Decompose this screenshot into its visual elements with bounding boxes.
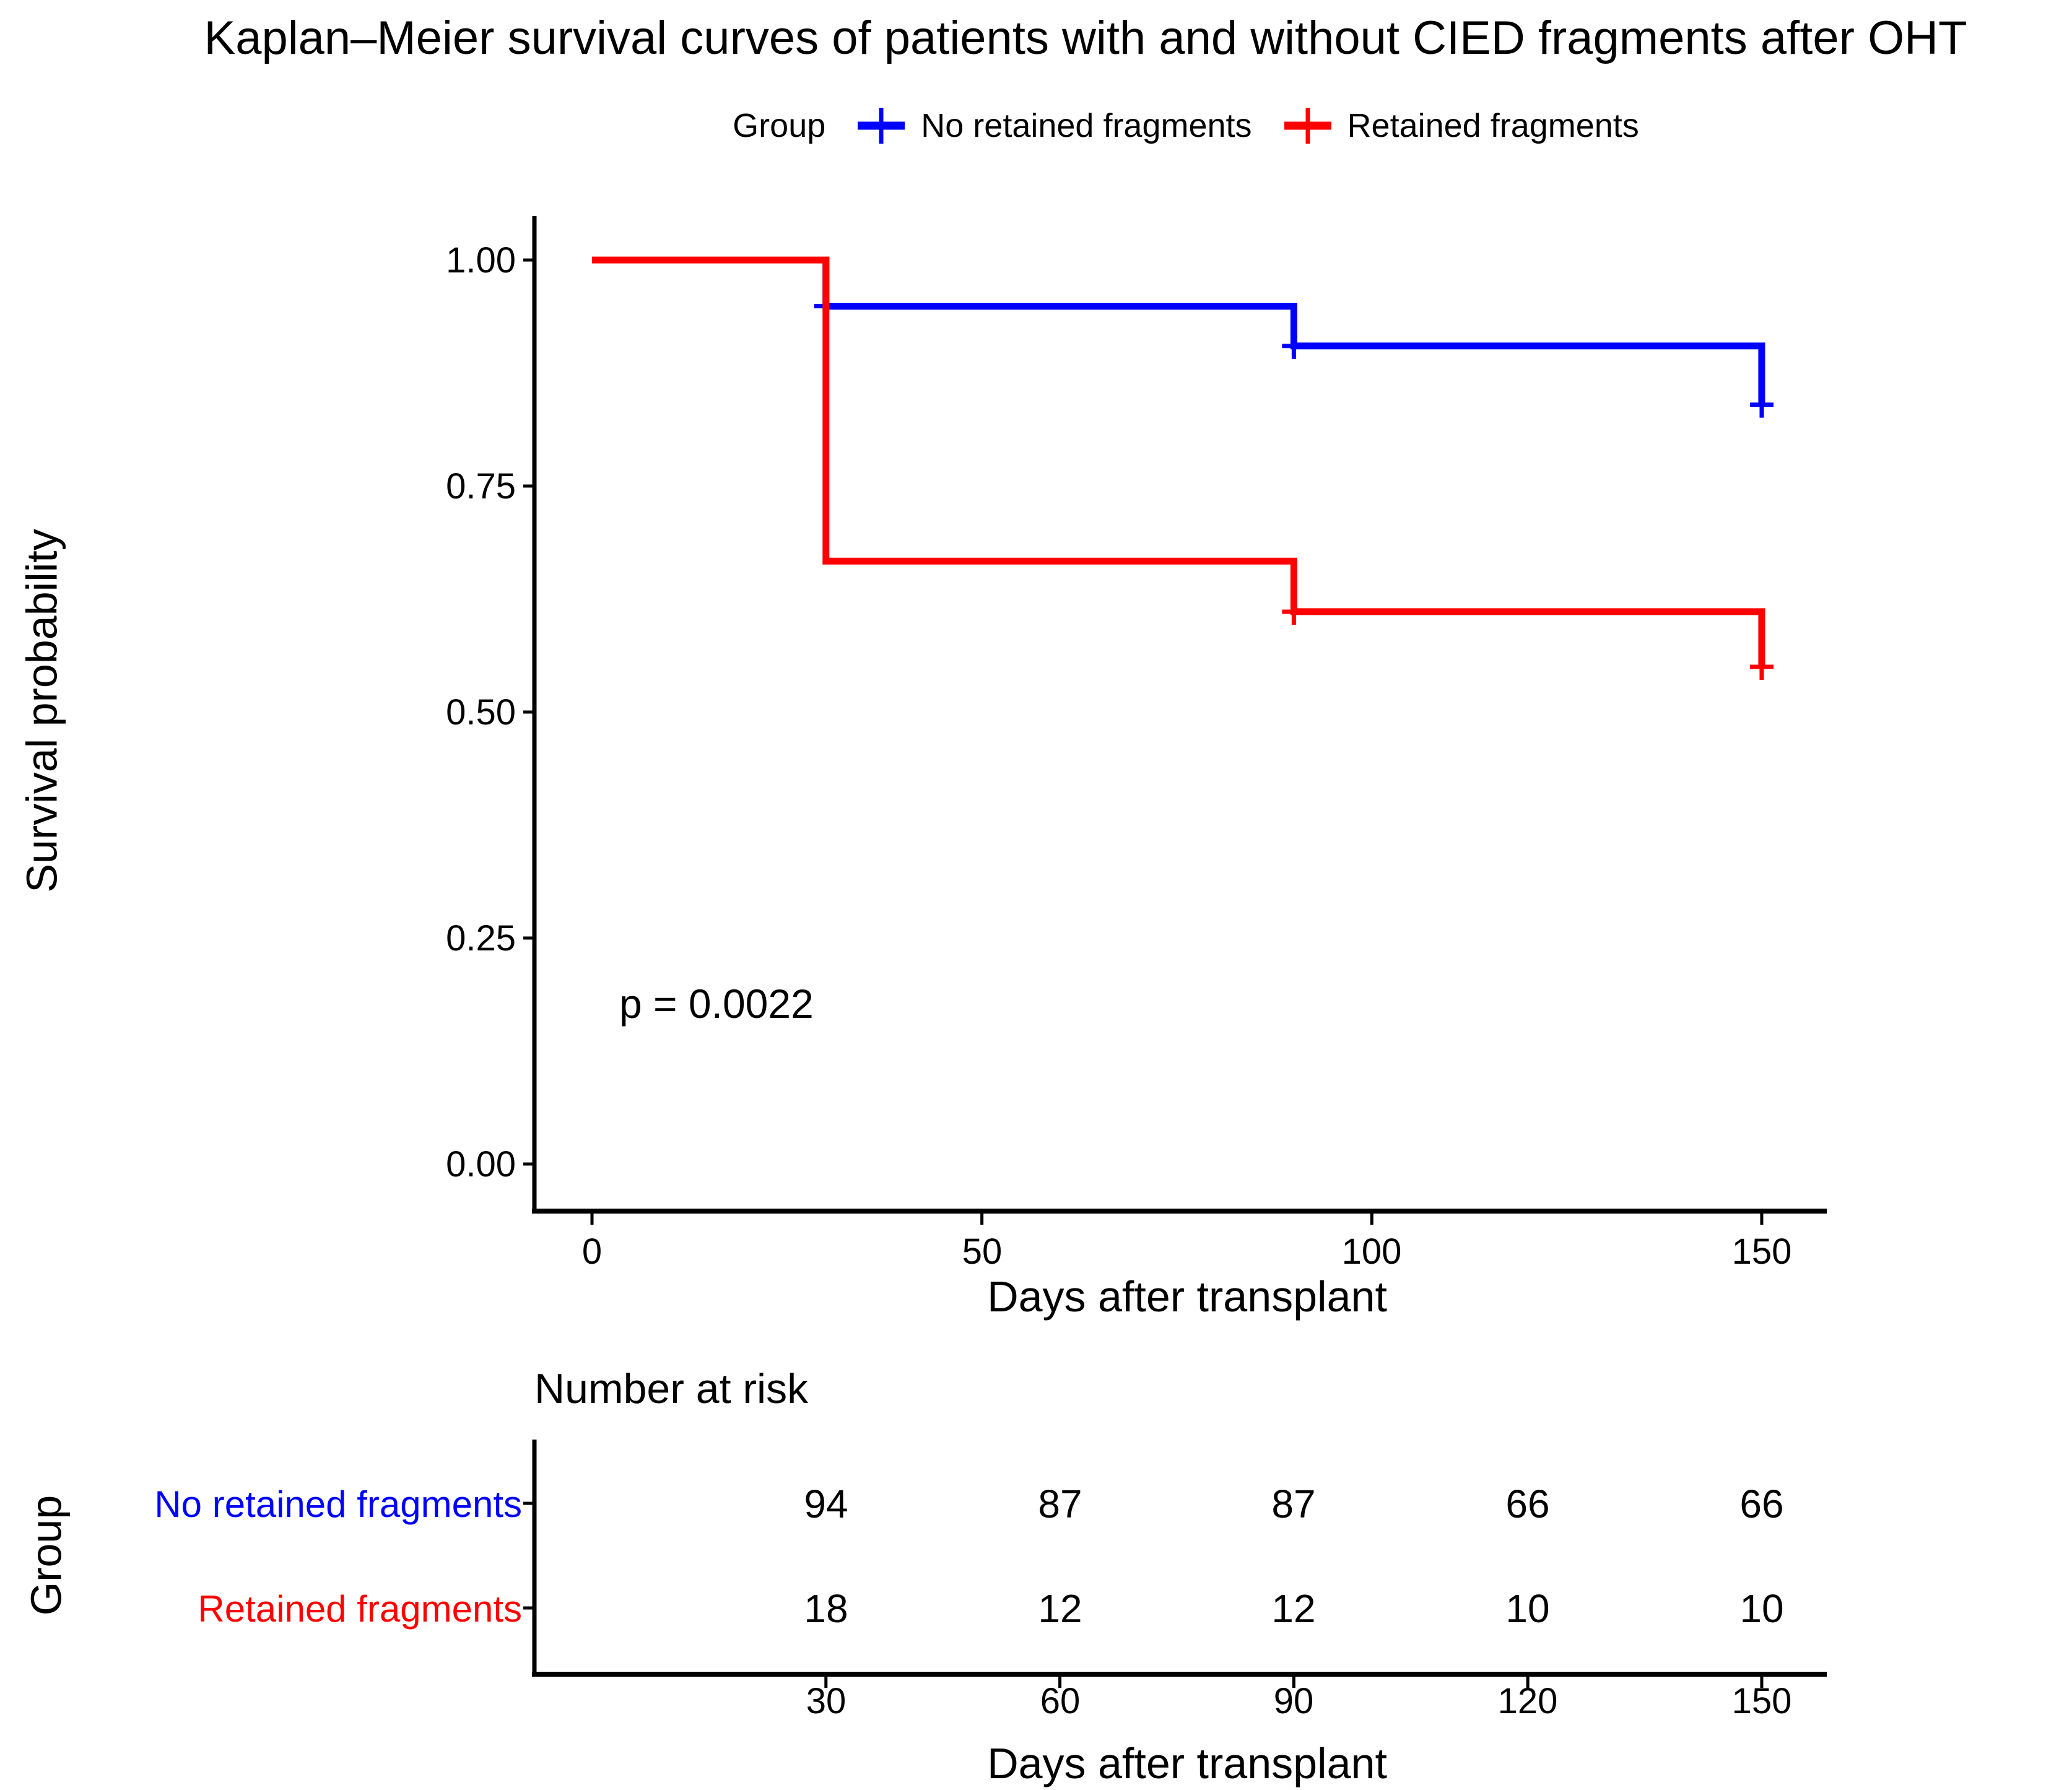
risk-value-row0-120: 66 [1505, 1482, 1550, 1526]
risk-value-row0-30: 94 [804, 1482, 848, 1526]
y-tick-label-0.25: 0.25 [446, 918, 516, 958]
y-tick-label-0.00: 0.00 [446, 1144, 516, 1184]
risk-value-row0-150: 66 [1739, 1482, 1784, 1526]
risk-value-row1-30: 18 [804, 1586, 848, 1631]
legend-label-retained: Retained fragments [1347, 106, 1639, 144]
y-tick-label-0.50: 0.50 [446, 692, 516, 732]
risk-value-row1-120: 10 [1505, 1586, 1550, 1631]
risk-value-row1-60: 12 [1038, 1586, 1082, 1631]
legend-key-hbar-0 [858, 121, 905, 130]
risk-row-label-retained: Retained fragments [198, 1588, 522, 1630]
risk-row-label-no-retained: No retained fragments [154, 1484, 522, 1525]
x-tick-label-100: 100 [1341, 1232, 1402, 1272]
legend: Group No retained fragments Retained fra… [534, 98, 1837, 154]
risk-table-title: Number at risk [534, 1365, 809, 1412]
legend-label-no-retained: No retained fragments [921, 106, 1252, 144]
x-axis-title: Days after transplant [987, 1272, 1387, 1321]
legend-title: Group [733, 106, 826, 144]
risk-value-row1-90: 12 [1271, 1586, 1316, 1631]
risk-tick-label-120: 120 [1497, 1681, 1558, 1721]
risk-value-row0-90: 87 [1271, 1482, 1316, 1526]
risk-value-row1-150: 10 [1739, 1586, 1784, 1631]
risk-value-row0-60: 87 [1038, 1482, 1082, 1526]
legend-item-no-retained: No retained fragments [855, 103, 1252, 148]
km-curve-no-retained [592, 256, 1765, 405]
x-tick-label-50: 50 [962, 1232, 1003, 1272]
risk-tick-label-150: 150 [1731, 1681, 1792, 1721]
legend-key-plus-icon-red [1284, 108, 1331, 144]
p-value-annotation: p = 0.0022 [619, 981, 814, 1027]
chart-title: Kaplan–Meier survival curves of patients… [204, 12, 1967, 64]
km-curve-retained [592, 256, 1765, 667]
risk-tick-label-60: 60 [1040, 1681, 1081, 1721]
legend-item-retained: Retained fragments [1282, 103, 1639, 148]
x-tick-label-0: 0 [581, 1232, 603, 1272]
legend-key-hbar-1 [1284, 121, 1331, 130]
x-tick-label-150: 150 [1731, 1232, 1792, 1272]
risk-x-axis-title: Days after transplant [987, 1739, 1387, 1788]
y-tick-label-0.75: 0.75 [446, 466, 516, 506]
risk-tick-label-90: 90 [1273, 1681, 1314, 1721]
y-axis-title: Survival probability [17, 529, 66, 893]
risk-tick-label-30: 30 [806, 1681, 847, 1721]
y-tick-label-1.00: 1.00 [446, 240, 516, 280]
legend-key-plus-icon-blue [858, 108, 905, 144]
